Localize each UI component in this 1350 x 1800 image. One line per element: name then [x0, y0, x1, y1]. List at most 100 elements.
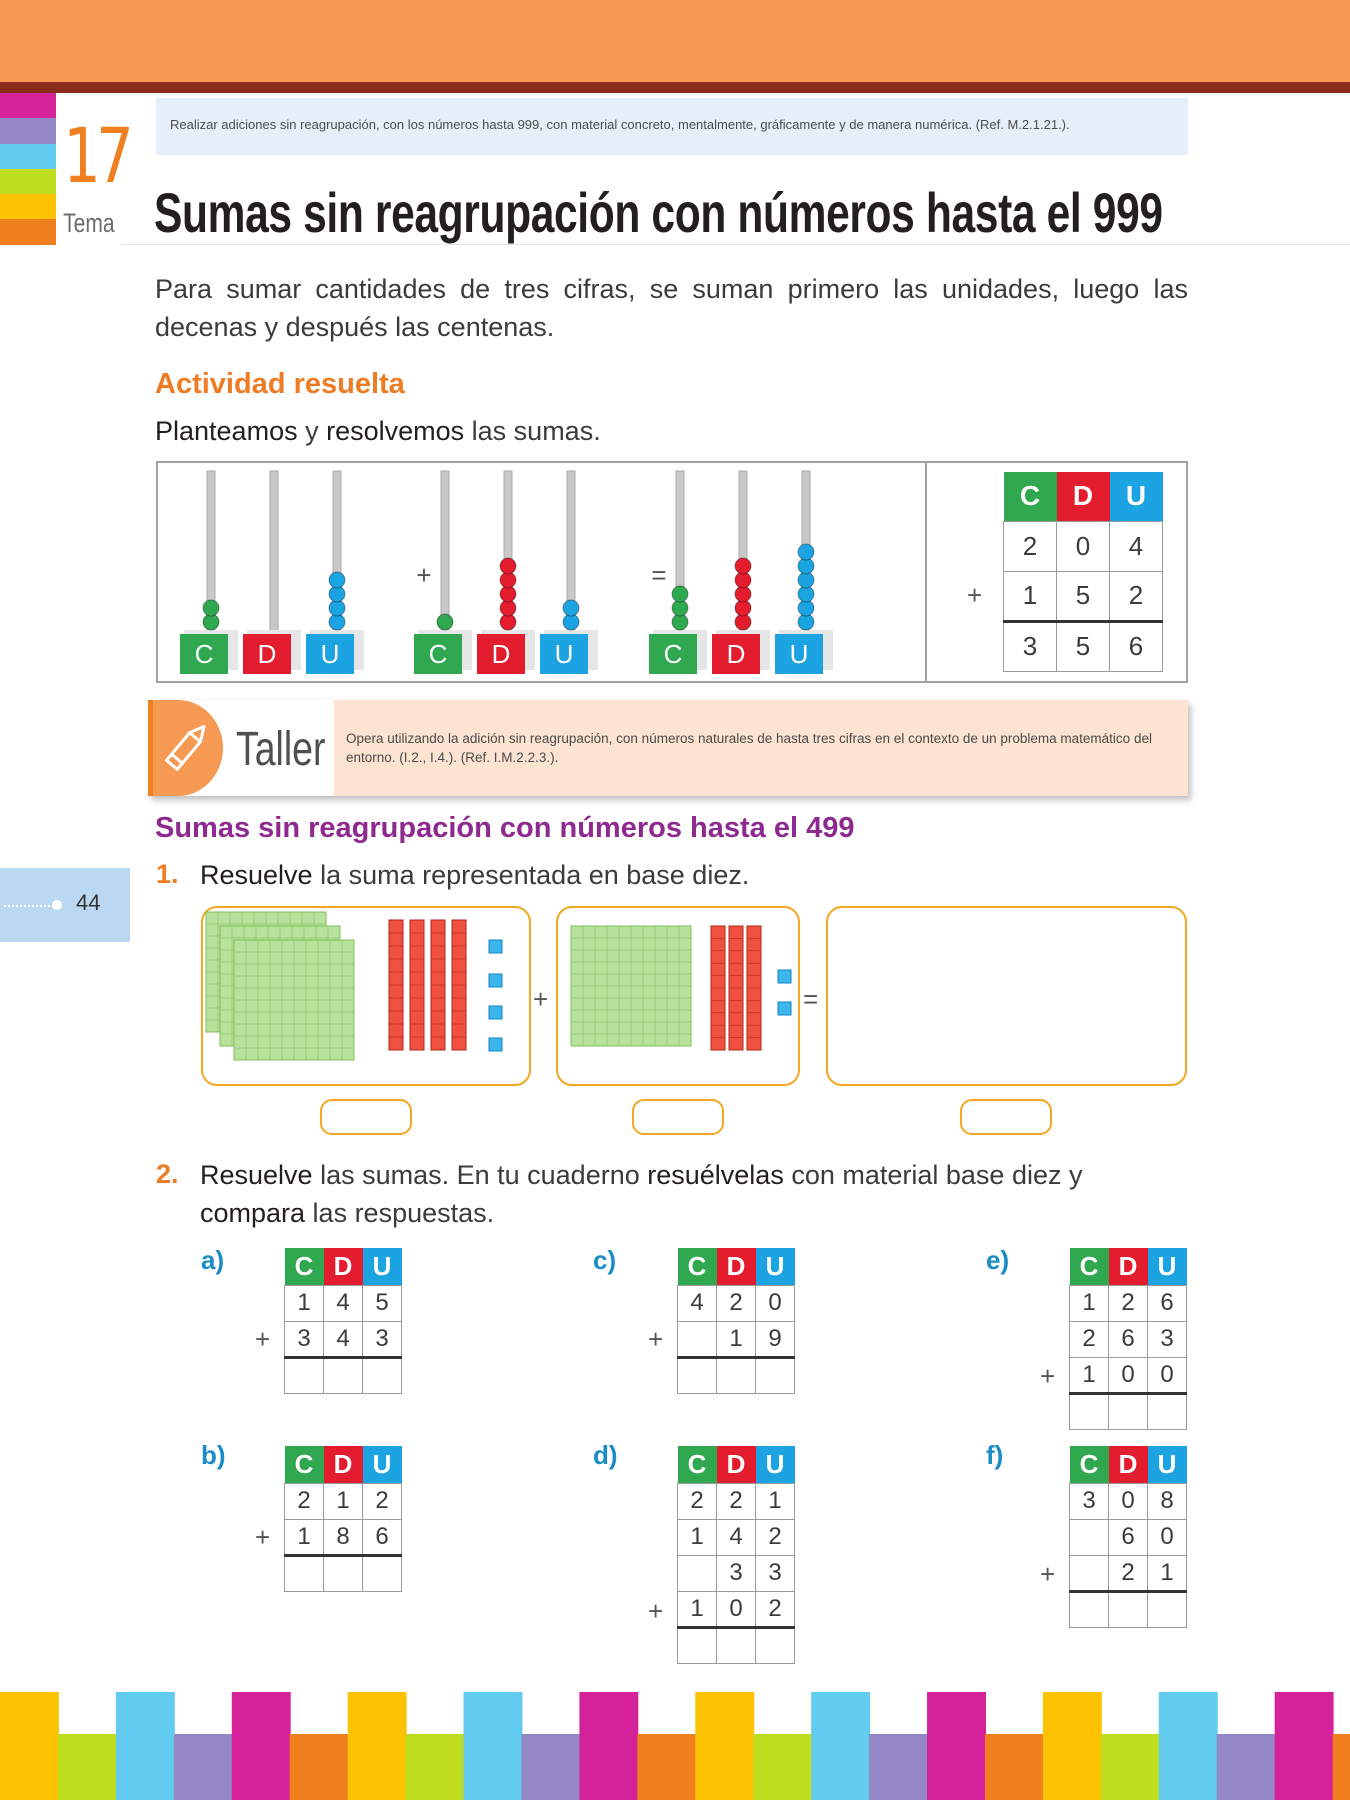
taller-description: Opera utilizando la adición sin reagrupa… [346, 731, 1152, 765]
page-tab-dot [52, 900, 62, 910]
abacus-bead [499, 557, 517, 575]
digit-cell: 2 [716, 1284, 756, 1322]
abacus-base [243, 634, 291, 674]
answer-cell[interactable] [1108, 1589, 1148, 1628]
digit-cell: 4 [323, 1284, 363, 1322]
answer-cell[interactable] [323, 1553, 363, 1592]
table-cell: 4 [1109, 520, 1163, 572]
top-banner [0, 0, 1350, 82]
digit-cell: 1 [755, 1482, 795, 1520]
table-cell: 2 [1003, 520, 1057, 572]
abacus-label: D [727, 639, 746, 669]
activity-instruction: Planteamos y resolvemos las sumas. [155, 416, 601, 447]
footer-bar [695, 1692, 755, 1800]
instr-bold-2: resolvemos [326, 416, 465, 446]
tema-label: Tema [63, 208, 115, 238]
answer-cell[interactable] [716, 1355, 756, 1394]
footer-bar [57, 1734, 117, 1800]
abacus-label: D [492, 639, 511, 669]
abacus-label: C [664, 639, 683, 669]
taller-title: Taller [236, 723, 326, 776]
result-cell: 5 [1056, 619, 1110, 672]
digit-cell: 3 [1147, 1320, 1187, 1358]
answer-cell[interactable] [1147, 1589, 1187, 1628]
header-d: D [1056, 472, 1110, 521]
intro-paragraph: Para sumar cantidades de tres cifras, se… [155, 274, 1188, 342]
question-2-text: Resuelve las sumas. En tu cuaderno resué… [200, 1156, 1180, 1232]
digit-cell: 8 [323, 1518, 363, 1556]
answer-cell[interactable] [1069, 1391, 1109, 1430]
answer-cell[interactable] [755, 1625, 795, 1664]
abacus-rod [269, 470, 279, 637]
abacus-bead [797, 543, 815, 561]
footer-bar [927, 1692, 986, 1800]
header-u: U [362, 1248, 402, 1285]
digit-cell: 0 [1108, 1356, 1148, 1394]
digit-cell: 1 [284, 1284, 324, 1322]
question-2-number: 2. [156, 1159, 179, 1189]
abacus-label: D [258, 639, 277, 669]
plus-sign: + [255, 1522, 271, 1552]
header-u: U [1147, 1446, 1187, 1483]
digit-cell: 1 [1069, 1284, 1109, 1322]
header-c: C [284, 1248, 324, 1285]
digit-cell: 0 [755, 1284, 795, 1322]
answer-cell[interactable] [755, 1355, 795, 1394]
header-d: D [323, 1248, 363, 1285]
plus-sign: + [255, 1324, 271, 1354]
footer-bar [289, 1734, 349, 1800]
answer-cell[interactable] [1108, 1391, 1148, 1430]
digit-cell: 6 [1147, 1284, 1187, 1322]
digit-cell: 2 [1069, 1320, 1109, 1358]
header-c: C [284, 1446, 324, 1483]
answer-cell[interactable] [362, 1355, 402, 1394]
equals-sign: = [651, 560, 666, 590]
digit-cell: 3 [362, 1320, 402, 1358]
answer-cell[interactable] [284, 1355, 324, 1394]
abacus-bead [202, 599, 220, 617]
answer-cell[interactable] [716, 1625, 756, 1664]
answer-cell[interactable] [1069, 1589, 1109, 1628]
footer-bar [579, 1692, 639, 1800]
answer-field-second[interactable] [632, 1099, 724, 1135]
header-c: C [1069, 1248, 1109, 1285]
answer-field-first[interactable] [320, 1099, 412, 1135]
abacus-label: U [790, 639, 809, 669]
tema-number: 17 [63, 111, 134, 200]
activity-heading: Actividad resuelta [155, 368, 405, 400]
abacus-bead [436, 613, 454, 631]
abacus-label: U [555, 639, 574, 669]
digit-cell: 1 [1147, 1554, 1187, 1592]
footer-bar [1274, 1692, 1334, 1800]
footer-bar [173, 1734, 233, 1800]
answer-cell[interactable] [284, 1553, 324, 1592]
answer-field-result[interactable] [960, 1099, 1052, 1135]
digit-cell: 5 [362, 1284, 402, 1322]
exercise-e-label: e) [986, 1245, 1010, 1275]
answer-cell[interactable] [677, 1355, 717, 1394]
digit-cell: 2 [1108, 1554, 1148, 1592]
answer-cell[interactable] [677, 1625, 717, 1664]
objective-text: Realizar adiciones sin reagrupación, con… [156, 98, 1188, 155]
answer-cell[interactable] [362, 1553, 402, 1592]
digit-cell: 4 [677, 1284, 717, 1322]
digit-cell: 0 [1147, 1518, 1187, 1556]
unit-cube [488, 939, 503, 954]
title-rule [121, 244, 1350, 245]
footer-bar [637, 1734, 697, 1800]
abacus-panel [156, 461, 1188, 683]
base-ten-blocks [205, 911, 792, 1061]
header-c: C [1069, 1446, 1109, 1483]
answer-box-result[interactable] [826, 906, 1187, 1086]
plus-sign: + [533, 984, 549, 1014]
answer-cell[interactable] [323, 1355, 363, 1394]
q2-bold-2: resuélvelas [647, 1160, 784, 1190]
instr-text-2: las sumas. [464, 416, 601, 446]
answer-cell[interactable] [1147, 1391, 1187, 1430]
question-1-number: 1. [156, 859, 179, 889]
digit-cell: 6 [362, 1518, 402, 1556]
table-cell: 5 [1056, 570, 1110, 622]
q1-rest: la suma representada en base diez. [312, 860, 750, 890]
